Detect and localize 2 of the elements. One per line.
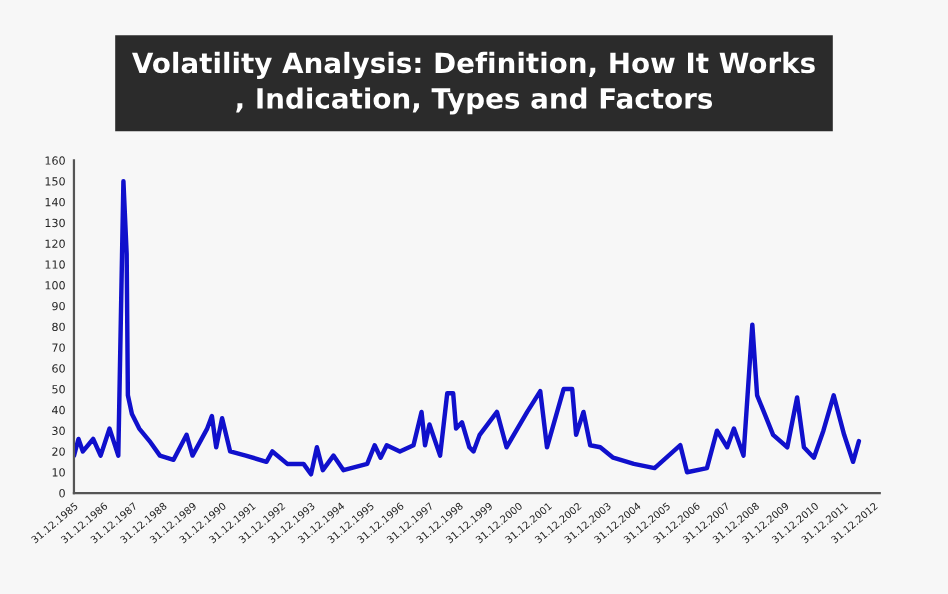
line-series: [73, 178, 862, 477]
chart-title: Volatility Analysis: Definition, How It Works , Indication, Types and Factors: [131, 51, 815, 115]
